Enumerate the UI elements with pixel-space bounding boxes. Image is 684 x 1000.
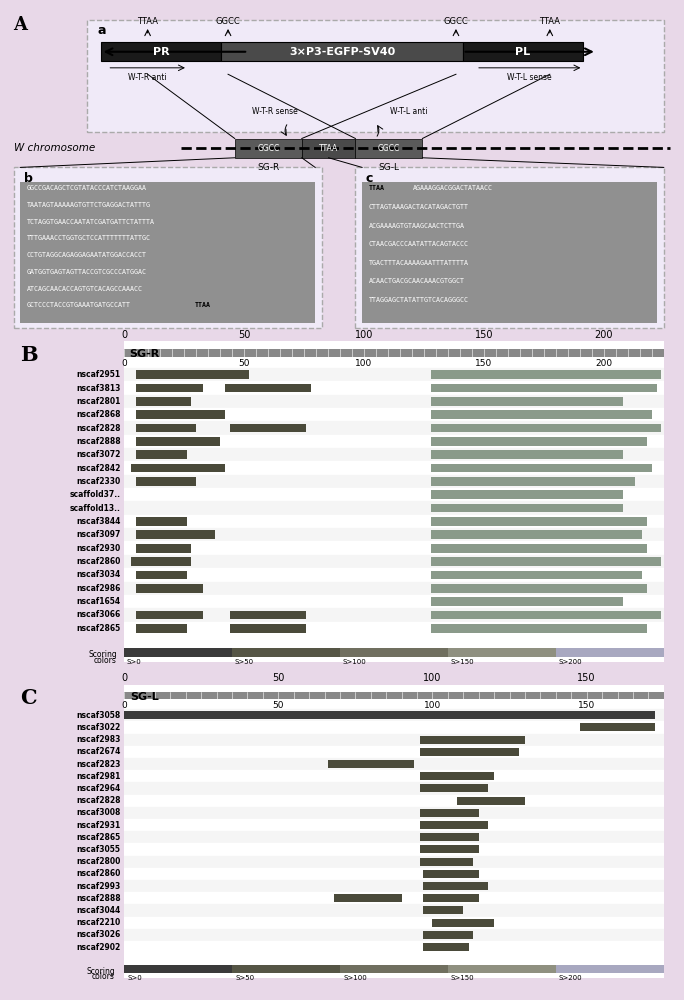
FancyBboxPatch shape — [101, 42, 222, 61]
Text: nscaf2983: nscaf2983 — [77, 735, 121, 744]
Text: TTAA: TTAA — [369, 185, 385, 191]
Text: GATGGTGAGTAGTTACCGTCGCCCATGGAC: GATGGTGAGTAGTTACCGTCGCCCATGGAC — [27, 269, 147, 275]
Text: W-T-L sense: W-T-L sense — [508, 73, 552, 82]
Text: AGAAAGGACGGACTATAACC: AGAAAGGACGGACTATAACC — [412, 185, 492, 191]
Text: b: b — [23, 172, 32, 185]
Text: nscaf3066: nscaf3066 — [77, 610, 121, 619]
Text: nscaf2888: nscaf2888 — [76, 894, 121, 903]
FancyBboxPatch shape — [14, 167, 322, 328]
FancyBboxPatch shape — [235, 139, 302, 158]
Text: PL: PL — [516, 47, 531, 57]
Text: nscaf2823: nscaf2823 — [77, 760, 121, 769]
FancyBboxPatch shape — [222, 42, 462, 61]
Text: CTTAGTAAAGACTACATAGACTGTT: CTTAGTAAAGACTACATAGACTGTT — [369, 204, 469, 210]
Text: W-T-R anti: W-T-R anti — [129, 73, 167, 82]
Text: a: a — [97, 24, 106, 37]
FancyBboxPatch shape — [88, 20, 663, 132]
Text: TTAA: TTAA — [319, 144, 338, 153]
Text: nscaf3022: nscaf3022 — [77, 723, 121, 732]
Text: nscaf2964: nscaf2964 — [77, 784, 121, 793]
Text: nscaf2842: nscaf2842 — [77, 464, 121, 473]
Text: C: C — [21, 688, 37, 708]
Text: W-T-R sense: W-T-R sense — [252, 107, 298, 116]
Text: GCTCCCTACCGTGAAATGATGCCATT: GCTCCCTACCGTGAAATGATGCCATT — [27, 302, 131, 308]
Text: ACAACTGACGCAACAAACGTGGCT: ACAACTGACGCAACAAACGTGGCT — [369, 278, 465, 284]
Text: W-T-L anti: W-T-L anti — [391, 107, 428, 116]
Text: TTAA: TTAA — [194, 302, 211, 308]
Text: ACGAAAAGTGTAAGCAACTCTTGA: ACGAAAAGTGTAAGCAACTCTTGA — [369, 223, 465, 229]
Text: nscaf3844: nscaf3844 — [77, 517, 121, 526]
FancyBboxPatch shape — [462, 42, 583, 61]
Text: c: c — [365, 172, 373, 185]
Text: nscaf2828: nscaf2828 — [77, 424, 121, 433]
Text: nscaf2981: nscaf2981 — [77, 772, 121, 781]
Text: nscaf2210: nscaf2210 — [77, 918, 121, 927]
Text: A: A — [14, 16, 27, 34]
Text: nscaf2888: nscaf2888 — [76, 437, 121, 446]
FancyBboxPatch shape — [356, 167, 663, 328]
Text: nscaf3813: nscaf3813 — [77, 384, 121, 393]
Text: nscaf2868: nscaf2868 — [77, 410, 121, 419]
Text: nscaf2800: nscaf2800 — [77, 857, 121, 866]
Text: nscaf2931: nscaf2931 — [77, 821, 121, 830]
Text: nscaf3044: nscaf3044 — [77, 906, 121, 915]
Text: CCTGTAGGCAGAGGAGAATATGGACCACCT: CCTGTAGGCAGAGGAGAATATGGACCACCT — [27, 252, 147, 258]
Text: W chromosome: W chromosome — [14, 143, 95, 153]
Text: nscaf2951: nscaf2951 — [77, 370, 121, 379]
Text: nscaf2902: nscaf2902 — [77, 943, 121, 952]
Text: GGCC: GGCC — [215, 17, 240, 26]
Text: TTAA: TTAA — [137, 17, 158, 26]
Bar — [362, 182, 657, 323]
Text: GGCC: GGCC — [257, 144, 279, 153]
Text: B: B — [21, 345, 38, 365]
Text: nscaf3026: nscaf3026 — [77, 930, 121, 939]
Text: SG-L: SG-L — [378, 163, 399, 172]
Text: nscaf2801: nscaf2801 — [77, 397, 121, 406]
FancyBboxPatch shape — [356, 139, 423, 158]
Text: scaffold13..: scaffold13.. — [70, 504, 121, 513]
Text: GGCCGACAGCTCGTATACCCATCTAAGGAA: GGCCGACAGCTCGTATACCCATCTAAGGAA — [27, 185, 147, 191]
Text: nscaf2330: nscaf2330 — [77, 477, 121, 486]
Text: TTAA: TTAA — [539, 17, 560, 26]
Text: CTAACGACCCAATATTACAGTACCC: CTAACGACCCAATATTACAGTACCC — [369, 241, 469, 247]
Text: GGCC: GGCC — [444, 17, 469, 26]
Text: nscaf3097: nscaf3097 — [77, 530, 121, 539]
Text: nscaf3058: nscaf3058 — [77, 711, 121, 720]
Text: TAATAGTAAAAAGTGTTCTGAGGACTATTTG: TAATAGTAAAAAGTGTTCTGAGGACTATTTG — [27, 202, 151, 208]
Text: TTTGAAACCTGGTGCTCCATTTTTTTATTGC: TTTGAAACCTGGTGCTCCATTTTTTTATTGC — [27, 235, 151, 241]
Bar — [21, 182, 315, 323]
Text: nscaf2865: nscaf2865 — [77, 833, 121, 842]
Text: scaffold37..: scaffold37.. — [70, 490, 121, 499]
Text: nscaf3055: nscaf3055 — [77, 845, 121, 854]
Text: nscaf2986: nscaf2986 — [77, 584, 121, 593]
Text: GGCC: GGCC — [378, 144, 400, 153]
Text: SG-R: SG-R — [257, 163, 279, 172]
Text: PR: PR — [153, 47, 170, 57]
Text: 3×P3-EGFP-SV40: 3×P3-EGFP-SV40 — [289, 47, 395, 57]
Text: nscaf2930: nscaf2930 — [77, 544, 121, 553]
Text: TGACTTTACAAAAGAATTTATTTTA: TGACTTTACAAAAGAATTTATTTTA — [369, 260, 469, 266]
Text: nscaf2674: nscaf2674 — [77, 747, 121, 756]
Text: nscaf1654: nscaf1654 — [77, 597, 121, 606]
FancyBboxPatch shape — [302, 139, 356, 158]
Text: TCTAGGTGAACCAATATCGATGATTCTATTTA: TCTAGGTGAACCAATATCGATGATTCTATTTA — [27, 219, 155, 225]
Text: nscaf2865: nscaf2865 — [77, 624, 121, 633]
Text: nscaf2860: nscaf2860 — [77, 869, 121, 878]
Text: ATCAGCAACACCAGTGTCACAGCCAAACC: ATCAGCAACACCAGTGTCACAGCCAAACC — [27, 286, 143, 292]
Text: nscaf3034: nscaf3034 — [77, 570, 121, 579]
Text: nscaf2993: nscaf2993 — [77, 882, 121, 891]
Text: nscaf2860: nscaf2860 — [77, 557, 121, 566]
Text: nscaf3008: nscaf3008 — [77, 808, 121, 817]
Text: nscaf3072: nscaf3072 — [77, 450, 121, 459]
Text: TTAGGAGCTATATTGTCACAGGGCC: TTAGGAGCTATATTGTCACAGGGCC — [369, 297, 469, 303]
Text: nscaf2828: nscaf2828 — [77, 796, 121, 805]
